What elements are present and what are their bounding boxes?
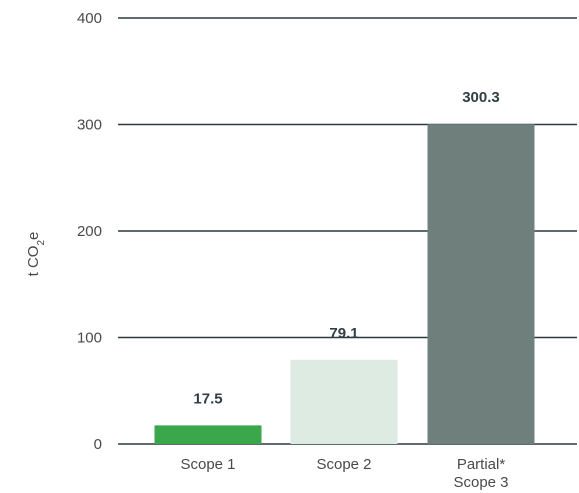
bar-2: [290, 359, 398, 444]
bar-1: [154, 425, 262, 444]
y-tick-label-400: 400: [77, 10, 102, 27]
y-tick-label-200: 200: [77, 223, 102, 240]
y-axis-title: t CO2e: [25, 232, 47, 277]
bars: [154, 124, 535, 445]
y-tick-label-100: 100: [77, 330, 102, 347]
value-label-3: 300.3: [462, 89, 500, 106]
y-tick-label-300: 300: [77, 117, 102, 134]
category-label-3: Partial* Scope 3: [453, 456, 508, 491]
labels: 0 100 200 300 400 17.5 Scope 1 79.1 Scope 2 300.3…: [77, 10, 509, 491]
category-label-1: Scope 1: [180, 456, 235, 473]
value-label-1: 17.5: [193, 390, 222, 407]
category-label-2: Scope 2: [316, 456, 371, 473]
value-label-2: 79.1: [329, 325, 358, 342]
bar-3: [427, 124, 535, 445]
y-tick-label-0: 0: [94, 436, 102, 453]
